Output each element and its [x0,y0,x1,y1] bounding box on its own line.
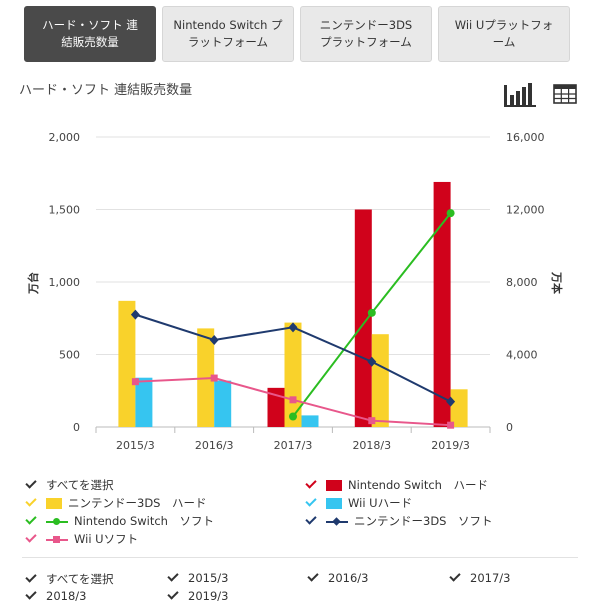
year-label: 2016/3 [328,571,369,585]
x-tick-label: 2017/3 [274,439,313,452]
table-icon[interactable] [553,84,577,106]
legend-divider [22,557,578,558]
data-point [446,396,456,407]
check-icon [25,477,37,489]
y-tick-right: 12,000 [506,204,545,217]
data-point [367,356,377,367]
legend-item-switch-soft[interactable]: Nintendo Switch ソフト [25,513,214,529]
y-tick-right: 8,000 [506,276,538,289]
data-point [447,421,455,429]
legend-swatch [46,497,62,509]
tab-hard-soft[interactable]: ハード・ソフト 連 結販売数量 [24,6,156,62]
year-item-2015[interactable]: 2015/3 [167,570,229,585]
y-tick-left: 2,000 [49,131,81,144]
data-point [209,335,219,345]
check-icon [307,570,319,582]
data-point [288,322,298,333]
year-item-2017[interactable]: 2017/3 [449,570,511,585]
x-tick-label: 2015/3 [116,439,155,452]
tab-3ds-platform[interactable]: ニンテンドー3DS プラットフォーム [300,6,432,62]
year-item-2016[interactable]: 2016/3 [307,570,369,585]
legend-swatch [326,479,342,491]
legend-select-all[interactable]: すべてを選択 [25,477,114,493]
x-tick-label: 2018/3 [352,439,391,452]
y-tick-right: 0 [506,421,513,434]
check-icon [25,588,37,600]
bar [118,300,136,427]
legend-item-wiiu-hard[interactable]: Wii Uハード [305,495,413,511]
data-point [368,417,376,425]
data-point [289,412,297,421]
check-icon [25,571,37,583]
bar [214,380,232,427]
y-axis-label-left: 万台 [26,272,40,295]
year-label: 2019/3 [188,589,229,603]
legend-swatch [46,534,68,545]
check-icon [305,495,317,507]
chart-area: 0 0 500 4,000 1,000 8,000 1,500 12,000 2,000 16,0… [26,131,564,452]
legend-item-switch-hard[interactable]: Nintendo Switch ハード [305,477,488,493]
bar [354,209,372,427]
legend-label: Wii Uハード [348,496,413,510]
x-tick-label: 2019/3 [431,439,470,452]
bar [433,181,451,427]
year-label: 2015/3 [188,571,229,585]
y-tick-left: 0 [73,421,80,434]
legend-item-3ds-hard[interactable]: ニンテンドー3DS ハード [25,495,207,511]
check-icon [167,588,179,600]
year-select-all-label: すべてを選択 [46,572,114,586]
legend-label: ニンテンドー3DS ソフト [354,514,493,528]
legend-select-all-label: すべてを選択 [46,478,114,492]
bar [267,387,285,427]
tab-bar: ハード・ソフト 連 結販売数量 Nintendo Switch プ ラットフォー… [24,6,570,62]
data-point [131,378,139,386]
data-point [130,309,140,320]
y-axis-label-right: 万本 [550,271,564,294]
check-icon [25,513,37,525]
legend-swatch [46,516,68,527]
legend-swatch [326,497,342,509]
bar-chart-icon[interactable] [502,80,540,108]
year-item-2018[interactable]: 2018/3 [25,588,87,603]
data-point [367,308,376,317]
check-icon [167,570,179,582]
bar [450,389,468,427]
legend-label: ニンテンドー3DS ハード [68,496,207,510]
check-icon [449,570,461,582]
legend-label: Wii Uソフト [74,532,139,546]
legend-item-wiiu-soft[interactable]: Wii Uソフト [25,531,139,547]
tab-switch-platform[interactable]: Nintendo Switch プ ラットフォーム [162,6,294,62]
x-tick-label: 2016/3 [195,439,234,452]
y-tick-right: 16,000 [506,131,545,144]
year-label: 2018/3 [46,589,87,603]
y-tick-left: 1,000 [49,276,81,289]
data-point [289,396,297,404]
year-item-2019[interactable]: 2019/3 [167,588,229,603]
year-label: 2017/3 [470,571,511,585]
legend-swatch [326,516,348,527]
bar [301,415,319,427]
check-icon [305,477,317,489]
year-select-all[interactable]: すべてを選択 [25,571,114,587]
y-tick-right: 4,000 [506,349,538,362]
legend-item-3ds-soft[interactable]: ニンテンドー3DS ソフト [305,513,493,529]
bar [371,334,389,427]
legend-label: Nintendo Switch ハード [348,478,488,492]
tab-wiiu-platform[interactable]: Wii Uプラットフォ ーム [438,6,570,62]
y-tick-left: 1,500 [49,204,81,217]
data-point [446,209,455,218]
check-icon [305,513,317,525]
data-point [210,374,218,382]
check-icon [25,531,37,543]
check-icon [25,495,37,507]
chart-title: ハード・ソフト 連結販売数量 [19,83,193,98]
y-tick-left: 500 [59,349,80,362]
bar [284,322,302,427]
legend-label: Nintendo Switch ソフト [74,514,214,528]
bar [135,377,153,427]
